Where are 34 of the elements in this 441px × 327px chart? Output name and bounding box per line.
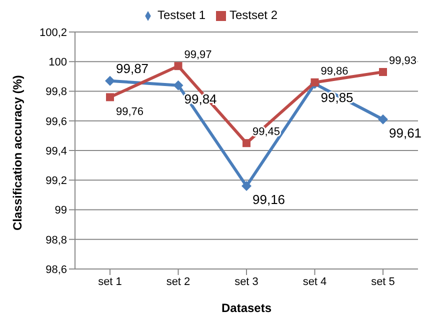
point [105,76,115,86]
data-label: 99,61 [389,125,422,140]
point [310,78,319,86]
y-tick-label: 99,8 [46,86,67,98]
point [174,62,182,70]
point [106,93,114,102]
y-axis-title: Classification accuracy (%) [10,75,24,230]
point [378,114,388,124]
legend-label: Testset 1 [157,8,206,22]
point [242,139,250,148]
y-tick-label: 99,2 [46,175,67,188]
data-label: 99,87 [116,60,149,76]
y-tick-label: 99,6 [46,116,67,128]
y-tick-label: 98,8 [46,234,67,246]
data-label: 99,76 [116,106,144,118]
data-label: 99,93 [389,54,417,67]
data-label: 99,16 [252,192,286,208]
x-tick-label: set 4 [302,276,327,288]
x-axis-title: Datasets [221,301,272,315]
x-tick-label: set 2 [166,276,190,288]
point [242,181,252,192]
y-tick-label: 99,4 [46,145,67,158]
legend-label: Testset 2 [230,8,278,22]
data-label: 99,97 [184,49,212,62]
point [379,68,387,76]
point [173,80,184,90]
x-tick-label: set 3 [234,276,258,288]
data-label: 99,86 [320,65,348,78]
x-tick-label: set 5 [371,276,395,288]
y-tick-label: 98,6 [46,264,67,276]
x-tick-label: set 1 [98,276,122,288]
y-tick-label: 100 [48,56,67,69]
y-tick-label: 99 [54,204,67,217]
y-tick-label: 100,2 [39,26,67,39]
